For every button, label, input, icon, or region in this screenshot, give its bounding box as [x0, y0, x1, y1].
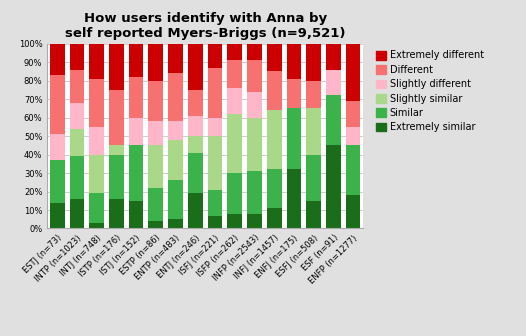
Bar [227, 173, 242, 214]
Bar [89, 223, 104, 228]
Bar [346, 127, 360, 145]
Bar [89, 44, 104, 79]
Bar [129, 77, 144, 118]
Bar [267, 72, 281, 110]
Bar [208, 136, 222, 190]
Bar [287, 108, 301, 169]
Bar [148, 145, 163, 188]
Bar [287, 169, 301, 228]
Bar [89, 79, 104, 127]
Bar [109, 90, 124, 145]
Bar [168, 219, 183, 228]
Bar [148, 188, 163, 221]
Bar [69, 70, 84, 103]
Bar [168, 180, 183, 219]
Bar [129, 118, 144, 145]
Bar [109, 44, 124, 90]
Bar [129, 201, 144, 228]
Bar [188, 194, 203, 228]
Bar [227, 214, 242, 228]
Bar [208, 118, 222, 136]
Bar [188, 136, 203, 153]
Bar [208, 190, 222, 216]
Bar [267, 169, 281, 208]
Bar [188, 153, 203, 194]
Bar [227, 44, 242, 60]
Bar [346, 101, 360, 127]
Bar [69, 103, 84, 129]
Bar [109, 199, 124, 228]
Bar [306, 44, 321, 81]
Bar [326, 145, 341, 228]
Bar [247, 171, 262, 214]
Bar [188, 44, 203, 90]
Bar [69, 199, 84, 228]
Bar [188, 90, 203, 116]
Bar [188, 116, 203, 136]
Bar [247, 118, 262, 171]
Bar [306, 81, 321, 108]
Bar [148, 221, 163, 228]
Bar [267, 208, 281, 228]
Bar [267, 110, 281, 169]
Bar [306, 108, 321, 155]
Title: How users identify with Anna by
self reported Myers-Briggs (n=9,521): How users identify with Anna by self rep… [65, 12, 346, 40]
Bar [89, 194, 104, 223]
Bar [326, 95, 341, 145]
Bar [168, 140, 183, 180]
Bar [227, 88, 242, 114]
Bar [50, 134, 65, 160]
Bar [168, 44, 183, 73]
Bar [208, 216, 222, 228]
Bar [346, 195, 360, 228]
Bar [208, 68, 222, 118]
Bar [69, 156, 84, 199]
Bar [247, 214, 262, 228]
Bar [227, 60, 242, 88]
Legend: Extremely different, Different, Slightly different, Slightly similar, Similar, E: Extremely different, Different, Slightly… [374, 48, 485, 134]
Bar [129, 145, 144, 201]
Bar [50, 75, 65, 134]
Bar [148, 44, 163, 81]
Bar [346, 145, 360, 195]
Bar [267, 44, 281, 71]
Bar [326, 70, 341, 95]
Bar [109, 155, 124, 199]
Bar [227, 114, 242, 173]
Bar [208, 44, 222, 68]
Bar [287, 79, 301, 108]
Bar [306, 155, 321, 201]
Bar [247, 60, 262, 92]
Bar [287, 44, 301, 79]
Bar [148, 121, 163, 145]
Bar [326, 44, 341, 70]
Bar [129, 44, 144, 77]
Bar [168, 73, 183, 121]
Bar [109, 145, 124, 155]
Bar [69, 44, 84, 70]
Bar [148, 81, 163, 121]
Bar [69, 129, 84, 156]
Bar [89, 155, 104, 194]
Bar [247, 44, 262, 60]
Bar [168, 121, 183, 140]
Bar [50, 160, 65, 203]
Bar [346, 44, 360, 101]
Bar [306, 201, 321, 228]
Bar [50, 203, 65, 228]
Bar [50, 44, 65, 75]
Bar [89, 127, 104, 155]
Bar [247, 92, 262, 118]
